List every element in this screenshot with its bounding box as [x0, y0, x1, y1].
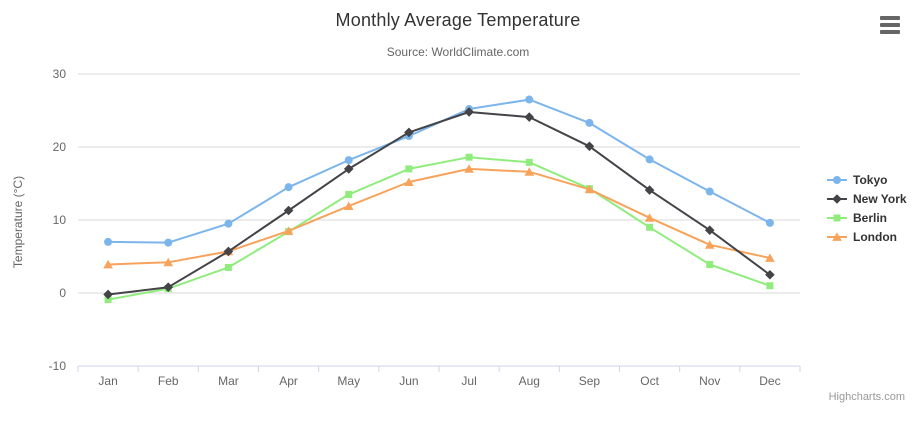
circle-legend-icon [827, 175, 847, 184]
x-axis-tick-label: Mar [218, 374, 239, 388]
x-axis-tick-label: Dec [759, 374, 780, 388]
legend-item-tokyo[interactable]: Tokyo [826, 170, 907, 189]
y-axis-title: Temperature (°C) [11, 176, 25, 268]
marker-london-nov[interactable] [704, 240, 715, 249]
marker-london-feb[interactable] [163, 257, 174, 267]
y-axis-tick-label: 0 [59, 286, 66, 300]
marker-berlin-jun[interactable] [405, 165, 413, 173]
hamburger-icon [880, 30, 900, 34]
y-axis-tick-label: 10 [53, 213, 67, 227]
hamburger-icon [880, 16, 900, 20]
chart-title: Monthly Average Temperature [335, 10, 581, 30]
marker-new-york-sep[interactable] [584, 141, 595, 152]
credits-link[interactable]: Highcharts.com [828, 391, 905, 403]
series-line-new-york[interactable] [107, 111, 771, 296]
marker-tokyo-may[interactable] [344, 156, 353, 165]
marker-london-may[interactable] [343, 201, 354, 211]
series-line-berlin[interactable] [107, 156, 771, 301]
x-axis-tick-label: Jul [461, 374, 476, 388]
x-axis-tick-label: Apr [279, 374, 298, 388]
marker-tokyo-apr[interactable] [284, 183, 293, 192]
marker-london-dec[interactable] [765, 253, 775, 262]
marker-berlin-aug[interactable] [525, 158, 533, 166]
x-axis-tick-label: Jun [399, 374, 418, 388]
x-axis-tick-label: Sep [579, 374, 601, 388]
marker-new-york-jun[interactable] [404, 127, 414, 138]
y-axis-tick-label: 30 [53, 67, 67, 81]
marker-london-jan[interactable] [103, 259, 113, 269]
marker-new-york-aug[interactable] [524, 112, 535, 122]
marker-new-york-may[interactable] [343, 164, 354, 174]
marker-new-york-feb[interactable] [163, 282, 174, 292]
square-legend-icon [827, 214, 847, 221]
x-axis-tick-label: Aug [519, 374, 540, 388]
x-axis-tick-label: Jan [98, 374, 117, 388]
marker-berlin-mar[interactable] [224, 263, 232, 271]
marker-new-york-jan[interactable] [103, 289, 113, 300]
marker-tokyo-jan[interactable] [104, 237, 113, 246]
hamburger-icon [880, 23, 900, 27]
marker-london-apr[interactable] [283, 226, 294, 235]
y-axis-tick-label: -10 [49, 359, 67, 373]
marker-berlin-may[interactable] [345, 190, 353, 198]
marker-tokyo-feb[interactable] [164, 238, 173, 247]
series-line-tokyo[interactable] [107, 98, 771, 244]
series-line-london[interactable] [107, 167, 771, 266]
legend-label: London [853, 229, 897, 244]
marker-new-york-dec[interactable] [765, 269, 775, 280]
marker-london-sep[interactable] [584, 184, 595, 194]
legend-label: Tokyo [853, 172, 888, 187]
marker-london-jun[interactable] [404, 177, 414, 186]
marker-tokyo-mar[interactable] [224, 219, 233, 228]
legend-item-london[interactable]: London [826, 227, 907, 246]
marker-berlin-dec[interactable] [766, 282, 774, 290]
x-axis-tick-label: Oct [640, 374, 659, 388]
legend: Tokyo New York Berlin London [826, 170, 907, 246]
marker-new-york-apr[interactable] [283, 205, 294, 216]
x-axis-tick-label: Nov [699, 374, 720, 388]
marker-tokyo-nov[interactable] [705, 187, 714, 196]
marker-tokyo-sep[interactable] [585, 118, 594, 127]
marker-tokyo-dec[interactable] [765, 218, 774, 227]
marker-new-york-oct[interactable] [644, 185, 655, 195]
marker-london-aug[interactable] [524, 167, 535, 176]
marker-new-york-nov[interactable] [704, 225, 715, 236]
diamond-legend-icon [827, 193, 847, 204]
marker-tokyo-oct[interactable] [645, 155, 654, 164]
legend-item-new-york[interactable]: New York [826, 189, 907, 208]
legend-label: New York [853, 191, 907, 206]
marker-new-york-jul[interactable] [464, 107, 474, 117]
chart-subtitle: Source: WorldClimate.com [386, 45, 530, 59]
y-axis-tick-label: 20 [53, 140, 67, 154]
marker-berlin-jul[interactable] [465, 153, 473, 161]
marker-london-oct[interactable] [644, 213, 655, 222]
marker-berlin-nov[interactable] [706, 261, 714, 269]
marker-london-jul[interactable] [464, 164, 474, 173]
x-axis-tick-label: Feb [158, 374, 179, 388]
export-menu-button[interactable] [877, 14, 903, 36]
legend-item-berlin[interactable]: Berlin [826, 208, 907, 227]
marker-new-york-mar[interactable] [223, 246, 234, 257]
triangle-legend-icon [827, 231, 847, 241]
x-axis-tick-label: May [337, 374, 360, 388]
marker-tokyo-aug[interactable] [525, 95, 534, 104]
marker-berlin-oct[interactable] [646, 223, 654, 231]
marker-berlin-jan[interactable] [104, 296, 112, 304]
legend-label: Berlin [853, 210, 888, 225]
